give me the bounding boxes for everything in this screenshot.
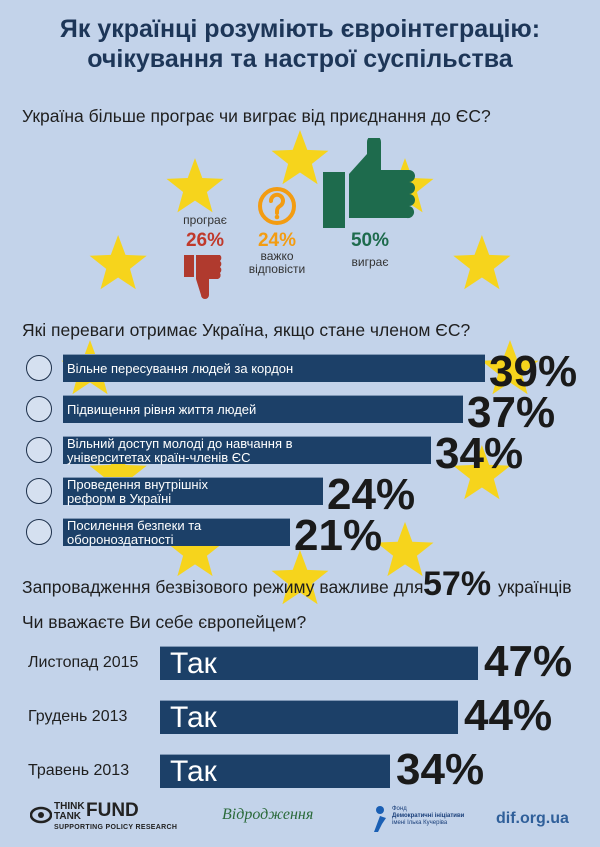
ukraine-map-icon — [26, 478, 52, 504]
european-date-label: Травень 2013 — [28, 762, 130, 779]
benefit-label: Посилення безпеки та обороноздатності — [67, 517, 202, 547]
visa-text-after: українців — [498, 577, 572, 597]
european-percent: 34% — [396, 745, 485, 794]
thumbs-down-icon — [184, 255, 222, 299]
question-european: Чи вважаєте Ви себе європейцем? — [22, 612, 307, 632]
eu-star — [453, 235, 511, 290]
dif-line-1: Фонд — [392, 806, 407, 812]
eu-star — [166, 521, 224, 577]
hard-label-line-2: відповісти — [248, 262, 306, 276]
eu-star — [453, 445, 511, 500]
title-line-2: очікування та настрої суспільства — [87, 45, 513, 73]
benefit-label-line-1: Проведення внутрішніх — [67, 476, 208, 492]
ttf-line-1: THINK — [54, 801, 85, 812]
thumbs-up-icon — [323, 138, 415, 228]
benefit-percent: 39% — [489, 347, 578, 396]
european-bar: Так — [160, 700, 458, 734]
ttf-think-tank: THINK TANK — [54, 802, 85, 822]
benefit-label-line-2: обороноздатності — [67, 531, 174, 547]
benefit-label-line-2: реформ в Україні — [67, 490, 172, 506]
question-icon — [258, 187, 296, 225]
benefit-bar: Підвищення рівня життя людей — [63, 395, 463, 423]
visa-text-before: Запровадження безвізового режиму важливе… — [22, 577, 424, 597]
european-date-label: Грудень 2013 — [28, 708, 128, 725]
win-label: виграє — [351, 255, 389, 269]
benefit-percent: 24% — [327, 470, 416, 519]
dif-logo-text: Фонд Демократичні ініціативи імені Ілька… — [392, 806, 464, 827]
title-line-1: Як українці розуміють євроінтеграцію: — [59, 15, 541, 43]
eu-star — [376, 521, 434, 577]
benefit-percent: 37% — [467, 388, 556, 437]
benefit-label: Вільне пересування людей за кордон — [67, 360, 294, 376]
hard-label: важко відповісти — [237, 250, 317, 276]
eu-star — [166, 158, 224, 213]
lose-percent: 26% — [185, 230, 225, 251]
benefit-label: Вільний доступ молоді до навчання в уніве… — [67, 435, 293, 465]
eu-star — [89, 235, 147, 290]
benefit-label-line-2: університетах країн-членів ЄС — [67, 449, 251, 465]
benefit-bar: Вільне пересування людей за кордон — [63, 354, 485, 382]
eu-star — [89, 445, 147, 500]
european-bar: Так — [160, 646, 478, 680]
house-icon — [26, 396, 52, 422]
benefit-label-line-1: Вільний доступ молоді до навчання в — [67, 435, 293, 451]
benefit-bar: Посилення безпеки та обороноздатності — [63, 518, 290, 546]
european-percent: 44% — [464, 691, 553, 740]
think-tank-fund-logo-icon — [30, 806, 52, 824]
ttf-fund: FUND — [86, 800, 139, 821]
benefit-label: Проведення внутрішніх реформ в Україні — [67, 476, 208, 506]
benefit-bar: Проведення внутрішніх реформ в Україні — [63, 477, 323, 505]
dif-url-link[interactable]: dif.org.ua — [496, 810, 569, 827]
hard-percent: 24% — [257, 230, 297, 251]
ttf-line-2: TANK — [54, 811, 82, 822]
hard-label-line-1: важко — [260, 249, 294, 263]
question-benefits: Які переваги отримає Україна, якщо стане… — [22, 320, 471, 340]
benefit-label: Підвищення рівня життя людей — [67, 401, 257, 417]
dif-logo-icon — [374, 806, 386, 832]
european-percent: 47% — [484, 637, 573, 686]
eu-star — [271, 550, 329, 605]
benefit-percent: 21% — [294, 511, 383, 560]
win-percent: 50% — [350, 230, 390, 251]
graduation-cap-icon — [26, 437, 52, 463]
benefit-bar: Вільний доступ молоді до навчання в уніве… — [63, 436, 431, 464]
european-date-label: Листопад 2015 — [28, 654, 139, 671]
dif-line-2: Демократичні ініціативи — [392, 813, 465, 819]
lose-label: програє — [183, 213, 227, 227]
ttf-subtitle: SUPPORTING POLICY RESEARCH — [54, 824, 178, 831]
benefit-percent: 34% — [435, 429, 524, 478]
european-bar: Так — [160, 754, 390, 788]
eu-star — [271, 130, 329, 185]
footer: THINK TANK FUND SUPPORTING POLICY RESEAR… — [0, 798, 600, 847]
vidrodzhennya-logo: Відродження — [222, 806, 314, 823]
question-win-lose: Україна більше програє чи виграє від при… — [22, 106, 491, 126]
page-title: Як українці розуміють євроінтеграцію: оч… — [0, 14, 600, 74]
eu-star — [481, 340, 539, 395]
dif-line-3: імені Ілька Кучеріва — [392, 820, 448, 826]
tank-icon — [26, 519, 52, 545]
visa-percent: 57% — [423, 565, 492, 603]
travel-icon — [26, 355, 52, 381]
benefit-label-line-1: Посилення безпеки та — [67, 517, 202, 533]
